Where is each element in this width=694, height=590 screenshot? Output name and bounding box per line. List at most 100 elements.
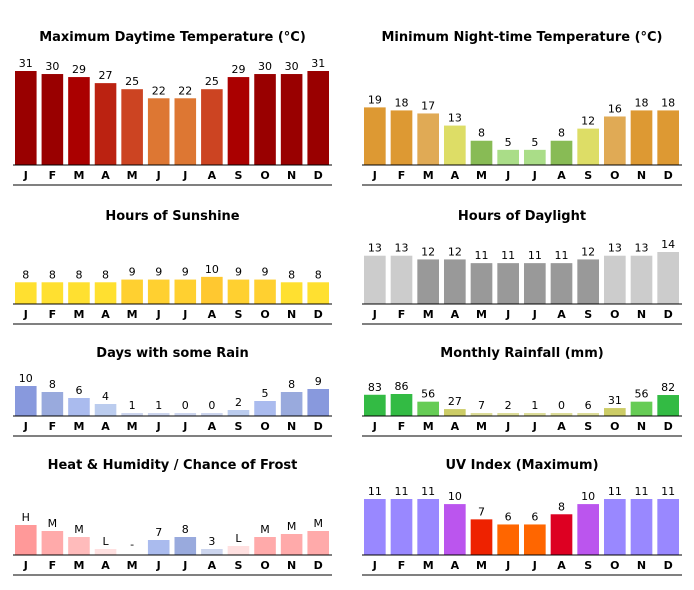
data-label: 56 (635, 388, 649, 401)
data-label: 27 (448, 395, 462, 408)
data-label: 83 (368, 381, 382, 394)
data-label: 6 (75, 384, 82, 397)
month-tick-label: A (557, 420, 566, 433)
data-label: L (102, 535, 109, 548)
month-tick-label: N (637, 420, 646, 433)
data-label: 12 (448, 245, 462, 258)
data-label: 11 (501, 249, 515, 262)
bar (254, 401, 276, 416)
month-tick-label: J (156, 169, 161, 182)
bar (470, 519, 493, 555)
bar (604, 255, 626, 304)
data-label: 11 (528, 249, 542, 262)
month-tick-label: A (451, 559, 460, 572)
bar (630, 110, 653, 165)
data-label: 0 (558, 399, 565, 412)
bar (254, 74, 276, 165)
month-tick-label: M (127, 169, 138, 182)
data-label: 22 (178, 84, 192, 97)
bar (227, 77, 250, 165)
bar (307, 531, 329, 555)
month-tick-label: O (610, 420, 619, 433)
data-label: 2 (505, 399, 512, 412)
data-label: 18 (635, 96, 649, 109)
bar (147, 540, 170, 555)
bar (280, 534, 303, 555)
month-tick-label: D (664, 559, 673, 572)
data-label: 13 (368, 242, 382, 255)
bar (68, 537, 90, 555)
data-label: 1 (155, 399, 162, 412)
data-label: M (74, 523, 84, 536)
bar (497, 524, 519, 555)
data-label: 30 (285, 60, 299, 73)
data-label: 12 (581, 245, 595, 258)
bar (121, 279, 143, 304)
month-tick-label: A (101, 420, 110, 433)
data-label: 14 (661, 238, 675, 251)
month-tick-label: O (260, 169, 269, 182)
bar (390, 499, 413, 555)
bar (364, 255, 386, 304)
bar (657, 252, 679, 304)
daylight-chart: Hours of Daylight 13 J 13 F 12 M 12 A 11 M 11 J 11 J 11… (362, 209, 682, 325)
month-tick-label: J (372, 420, 377, 433)
data-label: 29 (72, 63, 86, 76)
bar (417, 499, 439, 555)
bar (227, 546, 250, 555)
heat-frost-chart: Heat & Humidity / Chance of Frost H J M F M M L… (13, 458, 332, 576)
month-tick-label: J (23, 169, 28, 182)
month-tick-label: A (557, 559, 566, 572)
data-label: 11 (555, 249, 569, 262)
month-tick-label: O (610, 559, 619, 572)
bar (307, 389, 329, 416)
bar (604, 408, 626, 416)
month-tick-label: J (372, 559, 377, 572)
bar (41, 531, 64, 555)
data-label: 25 (205, 75, 219, 88)
data-label: 8 (558, 127, 565, 140)
bar (68, 398, 90, 416)
data-label: 8 (49, 268, 56, 281)
month-tick-label: S (584, 420, 592, 433)
bar (121, 413, 143, 416)
data-label: 7 (478, 399, 485, 412)
month-tick-label: O (260, 420, 269, 433)
data-label: M (48, 517, 58, 530)
data-label: 16 (608, 102, 622, 115)
month-tick-label: S (584, 308, 592, 321)
month-tick-label: O (260, 559, 269, 572)
bar (444, 125, 466, 165)
data-label: 9 (155, 266, 162, 279)
month-tick-label: S (234, 169, 242, 182)
month-tick-label: F (398, 559, 406, 572)
month-tick-label: J (505, 308, 510, 321)
data-label: 12 (581, 115, 595, 128)
max-temp-chart: Maximum Daytime Temperature (°C) 31 J 30 F 29… (13, 30, 332, 186)
bar (201, 413, 223, 416)
data-label: 6 (505, 510, 512, 523)
month-tick-label: J (182, 559, 187, 572)
bar (227, 279, 250, 304)
data-label: 31 (19, 57, 33, 70)
month-tick-label: N (637, 559, 646, 572)
data-label: 9 (235, 266, 242, 279)
data-label: 4 (102, 390, 109, 403)
month-tick-label: J (372, 308, 377, 321)
bar (174, 537, 197, 555)
bar (497, 263, 519, 304)
month-tick-label: J (532, 559, 537, 572)
month-tick-label: A (451, 420, 460, 433)
month-tick-label: O (610, 308, 619, 321)
month-tick-label: J (182, 308, 187, 321)
bar (41, 74, 64, 165)
bar (68, 282, 90, 304)
data-label: 8 (182, 523, 189, 536)
bar (577, 259, 599, 304)
data-label: 11 (475, 249, 489, 262)
data-label: H (22, 511, 30, 524)
bar (524, 149, 546, 165)
month-tick-label: A (208, 559, 217, 572)
month-tick-label: J (505, 420, 510, 433)
